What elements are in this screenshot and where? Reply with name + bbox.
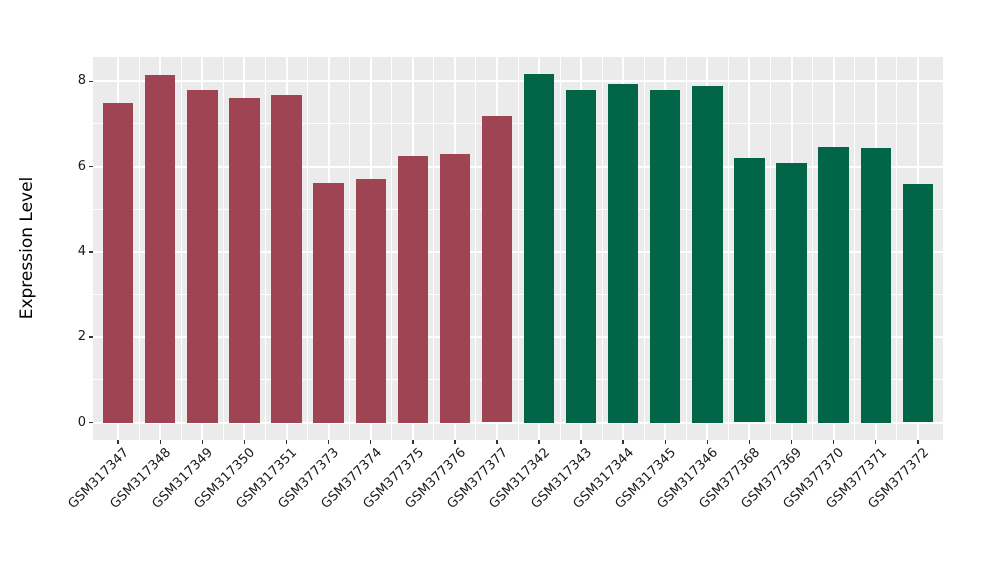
bar-GSM317351 [271, 94, 302, 423]
y-tick-label: 4 [77, 243, 86, 259]
x-tick [917, 440, 919, 444]
bar-GSM317345 [650, 89, 681, 423]
x-tick [664, 440, 667, 444]
bar-GSM317342 [523, 74, 555, 423]
gridline-v-minor [433, 57, 435, 440]
x-tick [369, 440, 372, 444]
gridline-v-minor [559, 57, 561, 440]
gridline-v-minor [769, 57, 771, 440]
x-tick [327, 440, 330, 444]
bar-GSM317348 [145, 74, 176, 423]
bar-GSM377377 [481, 115, 513, 423]
gridline-h-major [93, 336, 943, 339]
x-tick [580, 440, 582, 444]
x-tick [748, 440, 751, 444]
gridline-v-minor [265, 57, 267, 440]
bar-GSM377371 [860, 147, 891, 423]
x-tick [832, 440, 835, 444]
x-tick [243, 440, 246, 444]
bar-GSM377370 [818, 146, 849, 423]
gridline-v-minor [601, 57, 603, 440]
gridline-v-minor [391, 57, 393, 440]
gridline-v-minor [812, 57, 814, 440]
x-tick [496, 440, 498, 444]
gridline-v-minor [685, 57, 687, 440]
y-tick [89, 421, 93, 424]
gridline-h-major [93, 421, 943, 424]
x-tick [538, 440, 540, 444]
gridline-v-minor [307, 57, 309, 440]
bar-GSM317350 [229, 98, 260, 423]
gridline-v-minor [475, 57, 477, 440]
y-tick [89, 251, 93, 253]
gridline-v-minor [138, 57, 140, 440]
gridline-h-minor [93, 294, 943, 296]
bar-GSM377375 [397, 156, 428, 423]
gridline-v-minor [222, 57, 224, 440]
bar-GSM317343 [565, 89, 597, 423]
x-tick [285, 440, 288, 444]
gridline-v-minor [517, 57, 519, 440]
y-tick-label: 2 [77, 329, 86, 345]
bar-GSM317349 [187, 89, 218, 423]
gridline-v-minor [896, 57, 898, 440]
y-tick [89, 80, 93, 83]
bar-GSM377368 [734, 157, 765, 423]
gridline-v-minor [180, 57, 182, 440]
gridline-h-major [93, 80, 943, 83]
x-tick [159, 440, 162, 444]
gridline-h-minor [93, 208, 943, 210]
y-tick [89, 165, 93, 168]
x-tick [117, 440, 119, 444]
gridline-h-minor [93, 123, 943, 125]
bar-GSM377374 [355, 179, 386, 423]
y-tick-label: 8 [77, 73, 86, 89]
gridline-h-major [93, 165, 943, 168]
bar-GSM317347 [103, 103, 134, 423]
bars-layer [93, 57, 943, 440]
bar-GSM377369 [776, 163, 807, 423]
x-tick [790, 440, 793, 444]
y-tick [89, 336, 93, 338]
bar-GSM317344 [608, 83, 639, 423]
gridline-h-major [93, 250, 943, 253]
bar-GSM377376 [439, 153, 471, 423]
x-tick [412, 440, 414, 444]
x-tick [706, 440, 709, 444]
x-tick [454, 440, 456, 444]
gridline-v-minor [349, 57, 351, 440]
gridline-v-minor [727, 57, 729, 440]
x-tick [201, 440, 204, 444]
x-tick [874, 440, 877, 444]
gridline-h-minor [93, 379, 943, 381]
gridline-v-minor [854, 57, 856, 440]
gridline-v-minor [643, 57, 645, 440]
plot-area [93, 57, 943, 440]
bar-GSM377372 [902, 183, 933, 423]
y-tick-label: 0 [77, 414, 86, 430]
y-tick-label: 6 [77, 158, 86, 174]
bar-GSM317346 [692, 86, 723, 423]
x-tick [622, 440, 624, 444]
bar-GSM377373 [313, 182, 344, 423]
